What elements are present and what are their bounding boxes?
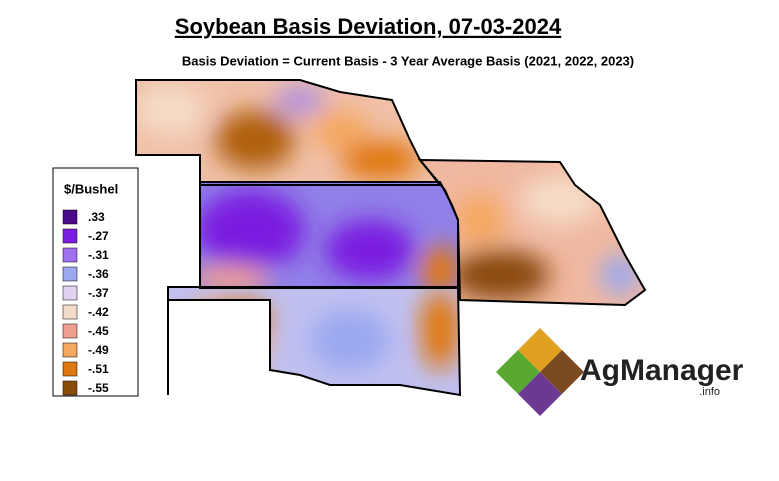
legend-label: -.31 bbox=[88, 248, 109, 262]
legend-swatch bbox=[62, 285, 78, 301]
nebraska bbox=[136, 80, 440, 185]
title: Soybean Basis Deviation, 07-03-2024 bbox=[175, 14, 562, 39]
legend-swatch bbox=[62, 266, 78, 282]
subtitle: Basis Deviation = Current Basis - 3 Year… bbox=[182, 53, 634, 68]
oklahoma-texas bbox=[168, 287, 460, 395]
legend-label: -.55 bbox=[88, 381, 109, 395]
legend-label: -.51 bbox=[88, 362, 109, 376]
legend-swatch bbox=[62, 361, 78, 377]
logo-suffix: .info bbox=[699, 386, 720, 398]
legend-label: -.27 bbox=[88, 229, 109, 243]
state-borders bbox=[135, 79, 647, 397]
legend-label: -.49 bbox=[88, 343, 109, 357]
legend-swatch bbox=[62, 323, 78, 339]
kansas bbox=[200, 182, 458, 288]
legend-items: .33 -.27 -.31 -.36 -.37 -.42 -.45 -.49 -.51 -.55 bbox=[62, 209, 109, 396]
legend-label: -.42 bbox=[88, 305, 109, 319]
legend-label: -.36 bbox=[88, 267, 109, 281]
legend-label: -.45 bbox=[88, 324, 109, 338]
logo: AgManager .info bbox=[496, 328, 744, 416]
legend-swatch bbox=[62, 228, 78, 244]
legend-swatch bbox=[62, 380, 78, 396]
legend-box bbox=[52, 167, 139, 397]
legend-title: $/Bushel bbox=[64, 181, 118, 196]
legend-swatch bbox=[62, 209, 78, 225]
logo-name: AgManager bbox=[580, 354, 744, 387]
legend-label: .33 bbox=[88, 210, 105, 224]
legend-label: -.37 bbox=[88, 286, 109, 300]
legend-swatch bbox=[62, 247, 78, 263]
legend-swatch bbox=[62, 304, 78, 320]
legend-swatch bbox=[62, 342, 78, 358]
